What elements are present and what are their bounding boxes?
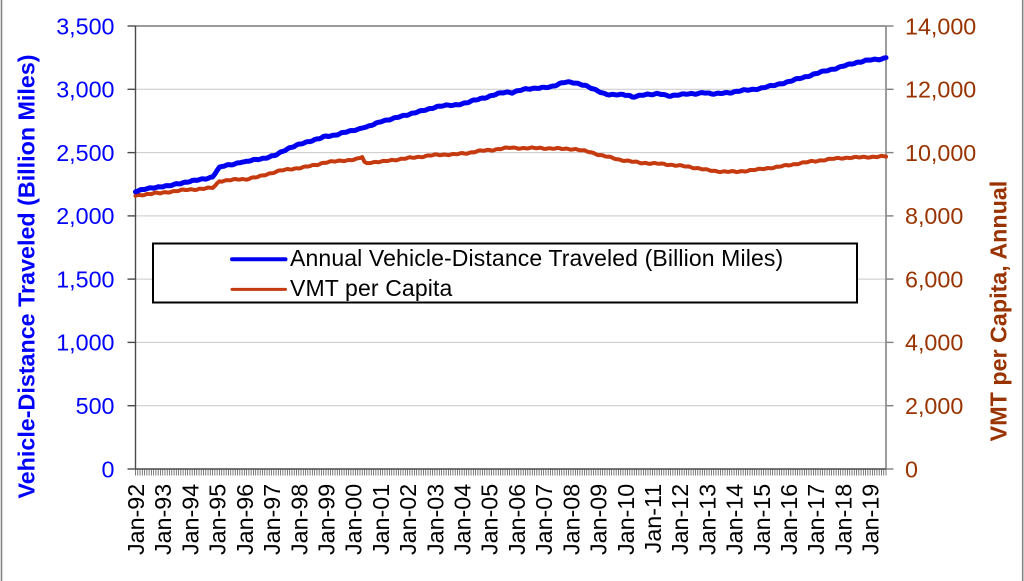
svg-text:2,500: 2,500 (56, 140, 114, 166)
svg-text:Jan-08: Jan-08 (558, 484, 584, 555)
svg-text:Jan-11: Jan-11 (640, 484, 666, 554)
svg-text:Jan-98: Jan-98 (286, 484, 312, 555)
svg-text:Annual Vehicle-Distance Travel: Annual Vehicle-Distance Traveled (Billio… (290, 245, 783, 271)
svg-text:0: 0 (102, 456, 115, 482)
svg-text:3,000: 3,000 (56, 77, 114, 103)
svg-text:Jan-01: Jan-01 (368, 484, 394, 555)
svg-text:1,000: 1,000 (56, 330, 114, 356)
svg-text:0: 0 (905, 456, 918, 482)
svg-text:Jan-05: Jan-05 (477, 484, 503, 555)
svg-text:Jan-13: Jan-13 (694, 484, 720, 555)
svg-text:6,000: 6,000 (905, 266, 963, 292)
svg-text:Jan-19: Jan-19 (858, 484, 884, 555)
svg-text:Jan-07: Jan-07 (531, 484, 557, 555)
svg-text:Jan-95: Jan-95 (205, 484, 231, 555)
svg-text:Jan-09: Jan-09 (586, 484, 612, 555)
svg-text:Jan-14: Jan-14 (722, 484, 748, 555)
svg-text:Jan-94: Jan-94 (177, 484, 203, 555)
svg-text:Jan-12: Jan-12 (667, 484, 693, 555)
svg-text:Jan-00: Jan-00 (341, 484, 367, 555)
svg-text:Jan-04: Jan-04 (450, 484, 476, 555)
svg-text:Jan-06: Jan-06 (504, 484, 530, 555)
svg-text:14,000: 14,000 (905, 13, 976, 39)
svg-text:4,000: 4,000 (905, 330, 963, 356)
svg-text:Jan-99: Jan-99 (314, 484, 340, 555)
svg-text:Jan-92: Jan-92 (123, 484, 149, 555)
svg-text:10,000: 10,000 (905, 140, 976, 166)
svg-text:3,500: 3,500 (56, 13, 114, 39)
svg-text:VMT per Capita, Annual: VMT per Capita, Annual (985, 181, 1011, 442)
svg-text:500: 500 (76, 393, 115, 419)
svg-text:Vehicle-Distance Traveled (Bil: Vehicle-Distance Traveled (Billion Miles… (13, 54, 39, 498)
svg-text:Jan-15: Jan-15 (749, 484, 775, 555)
svg-text:Jan-10: Jan-10 (613, 484, 639, 555)
svg-text:Jan-02: Jan-02 (395, 484, 421, 555)
svg-text:Jan-96: Jan-96 (232, 484, 258, 555)
svg-text:1,500: 1,500 (56, 266, 114, 292)
svg-text:Jan-03: Jan-03 (422, 484, 448, 555)
svg-text:2,000: 2,000 (56, 203, 114, 229)
svg-text:VMT per Capita: VMT per Capita (290, 275, 453, 301)
svg-text:12,000: 12,000 (905, 77, 976, 103)
svg-text:8,000: 8,000 (905, 203, 963, 229)
svg-text:Jan-17: Jan-17 (803, 484, 829, 555)
svg-text:Jan-18: Jan-18 (830, 484, 856, 555)
svg-text:Jan-16: Jan-16 (776, 484, 802, 555)
svg-text:Jan-97: Jan-97 (259, 484, 285, 555)
svg-text:2,000: 2,000 (905, 393, 963, 419)
svg-text:Jan-93: Jan-93 (150, 484, 176, 555)
